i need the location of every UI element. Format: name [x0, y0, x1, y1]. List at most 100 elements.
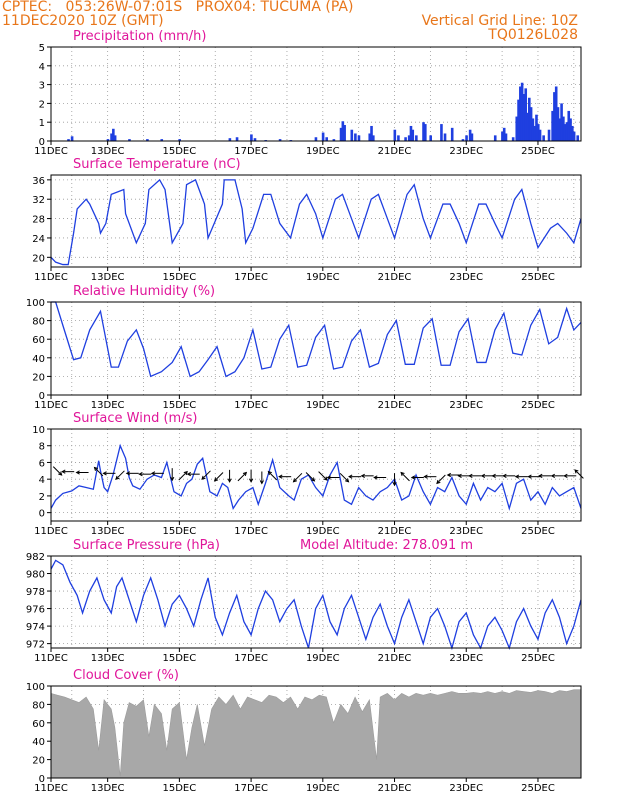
- precipitation-bar: [415, 135, 418, 141]
- cloud-cover-frame: [50, 685, 582, 779]
- header-model-code: TQ0126L028: [488, 27, 578, 43]
- cloud-cover-ytick-label: 100: [26, 682, 45, 693]
- precipitation-bar: [278, 139, 282, 141]
- wind-arrow-head: [170, 476, 175, 482]
- precipitation-bar: [554, 86, 558, 141]
- wind-xtick-label: 19DEC: [306, 526, 340, 537]
- precipitation-bar: [409, 125, 413, 141]
- precipitation-bar: [560, 103, 563, 141]
- cloud-cover-ytick-label: 40: [32, 737, 45, 748]
- precipitation-bar: [531, 118, 535, 141]
- wind-arrow-head: [227, 478, 232, 483]
- wind-arrow-head: [423, 474, 428, 479]
- precipitation-bar: [502, 127, 506, 141]
- precipitation-bar: [160, 139, 164, 141]
- precipitation-bar: [556, 107, 560, 141]
- precipitation-bar: [393, 129, 397, 141]
- humidity-title: Relative Humidity (%): [73, 284, 215, 299]
- precipitation-bar: [228, 138, 232, 141]
- precipitation-ytick-label: 0: [39, 137, 45, 148]
- pressure-frame: [50, 555, 582, 649]
- temperature-xtick-label: 25DEC: [521, 272, 555, 283]
- precipitation-bar: [501, 131, 504, 141]
- wind-arrow-head: [259, 480, 264, 485]
- wind-arrow-head: [550, 473, 556, 478]
- wind-arrow-head: [213, 477, 219, 482]
- precipitation-bar: [565, 122, 569, 141]
- cloud-cover-ytick-label: 80: [32, 700, 45, 711]
- precipitation-xtick-label: 13DEC: [91, 146, 125, 157]
- precipitation-bar: [404, 137, 407, 141]
- wind-arrow-head: [345, 478, 350, 483]
- precipitation-bar: [572, 131, 576, 141]
- pressure-ytick-label: 976: [26, 605, 45, 616]
- wind-arrow-head: [58, 471, 63, 476]
- wind-arrow-head: [373, 475, 378, 480]
- precipitation-bar: [407, 135, 411, 141]
- precipitation-bar: [370, 125, 373, 141]
- wind-arrow: [237, 472, 247, 482]
- pressure-annotation: Model Altitude: 278.091 m: [300, 538, 473, 553]
- precipitation-bar: [558, 118, 562, 141]
- wind-arrow-head: [183, 470, 188, 476]
- precipitation-bar: [128, 139, 131, 141]
- precipitation-bar: [535, 114, 538, 141]
- pressure-xtick-label: 25DEC: [521, 653, 555, 664]
- wind-arrow-head: [468, 473, 473, 478]
- temperature-ytick-label: 32: [32, 195, 45, 206]
- wind-arrow-head: [491, 473, 496, 478]
- humidity-ytick-label: 20: [32, 372, 45, 383]
- wind-ytick-label: 10: [32, 425, 45, 436]
- precipitation-bar: [524, 88, 528, 141]
- wind-arrow-head: [75, 470, 80, 475]
- pressure-ytick-label: 982: [26, 552, 45, 563]
- precipitation-bar: [372, 135, 375, 141]
- precipitation-bar: [450, 127, 454, 141]
- cloud-cover-xtick-label: 19DEC: [306, 783, 340, 794]
- wind-arrow-head: [480, 473, 486, 478]
- pressure-ytick-label: 978: [26, 587, 45, 598]
- precipitation-ytick-label: 5: [39, 43, 45, 54]
- cloud-cover-xtick-label: 11DEC: [34, 783, 68, 794]
- cloud-cover-xtick-label: 17DEC: [234, 783, 268, 794]
- wind-xtick-label: 11DEC: [34, 526, 68, 537]
- humidity-xtick-label: 13DEC: [91, 400, 125, 411]
- temperature-xtick-label: 13DEC: [91, 272, 125, 283]
- wind-arrow: [201, 470, 211, 480]
- wind-arrow-head: [514, 474, 520, 479]
- wind-arrow-head: [248, 478, 254, 483]
- temperature-title: Surface Temperature (nC): [73, 157, 241, 172]
- precipitation-bar: [461, 139, 465, 141]
- precipitation-bar: [357, 135, 361, 141]
- humidity-frame: [50, 301, 582, 396]
- wind-arrow-head: [267, 470, 272, 476]
- wind-arrow-head: [310, 477, 316, 482]
- precipitation-bar: [411, 129, 415, 141]
- wind-arrow: [400, 472, 410, 482]
- precipitation-bar: [569, 118, 572, 141]
- cloud-cover-ytick-label: 0: [39, 774, 45, 785]
- precipitation-bar: [397, 135, 400, 141]
- precipitation-bar: [332, 139, 336, 141]
- wind-ytick-label: 4: [39, 475, 45, 486]
- wind-arrow: [318, 471, 328, 481]
- wind-arrow-head: [392, 481, 397, 487]
- wind-arrow: [178, 471, 188, 481]
- precipitation-bar: [368, 133, 372, 141]
- wind-arrow-head: [446, 472, 452, 478]
- temperature-ytick-label: 24: [32, 234, 45, 245]
- precipitation-bar: [551, 110, 554, 141]
- wind-arrow-head: [61, 469, 66, 474]
- precipitation-bar: [106, 139, 110, 141]
- cloud-cover-xtick-label: 25DEC: [521, 783, 555, 794]
- precipitation-ytick-label: 4: [39, 62, 45, 73]
- temperature-xtick-label: 17DEC: [234, 272, 268, 283]
- humidity-xtick-label: 21DEC: [378, 400, 412, 411]
- humidity-ytick-label: 0: [39, 391, 45, 402]
- wind-arrow-head: [292, 478, 298, 483]
- temperature-xtick-label: 21DEC: [378, 272, 412, 283]
- precipitation-xtick-label: 21DEC: [378, 146, 412, 157]
- precipitation-bar: [542, 135, 545, 141]
- wind-arrow-head: [115, 475, 120, 480]
